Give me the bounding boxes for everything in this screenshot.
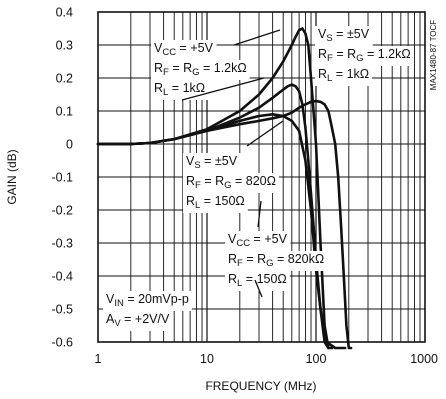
y-tick-label: -0.5 xyxy=(51,303,73,317)
y-tick-label: -0.4 xyxy=(51,270,73,284)
annotation-background xyxy=(183,153,241,173)
annotation-background xyxy=(103,291,192,311)
y-tick-label: 0.1 xyxy=(56,105,73,119)
annotation-line: RF = RG = 820kΩ xyxy=(228,252,324,269)
annotation-background xyxy=(315,66,373,86)
annotation-background xyxy=(151,60,250,80)
y-tick-label: 0.4 xyxy=(56,6,73,20)
annotation-backgrounds xyxy=(103,26,414,331)
annotation-background xyxy=(225,251,328,271)
annotation-line: VCC = +5V xyxy=(154,41,214,58)
annotation-line: RF = RG = 1.2kΩ xyxy=(154,61,247,78)
leader-line xyxy=(181,77,265,101)
annotation-background xyxy=(315,46,414,66)
plot-frame xyxy=(97,11,426,343)
y-tick-labels: 0.4 0.3 0.2 0.1 0 -0.1 -0.2 -0.3 -0.4 -0.5 -0.6 xyxy=(51,6,73,350)
annotation-background xyxy=(183,173,279,193)
y-tick-label: -0.6 xyxy=(51,336,73,350)
x-tick-label: 1000 xyxy=(410,352,438,366)
y-tick-label: 0.3 xyxy=(56,39,73,53)
y-tick-label: 0 xyxy=(66,138,73,152)
annotation-background xyxy=(103,311,173,331)
annotation-line: VCC = +5V xyxy=(228,232,288,249)
annotation-line: RL = 150Ω xyxy=(228,272,287,289)
watermark: MAX1480-87 TOCF xyxy=(429,20,438,91)
annotation-line: RL = 1kΩ xyxy=(318,67,369,84)
annotations: VCC = +5V RF = RG = 1.2kΩ RL = 1kΩ VS = ±5V… xyxy=(106,27,411,329)
annotation-line: VS = ±5V xyxy=(318,27,370,44)
annotation-background xyxy=(151,80,209,100)
annotation-background xyxy=(151,40,217,60)
leader-line xyxy=(233,29,281,46)
y-tick-label: -0.2 xyxy=(51,204,73,218)
x-tick-label: 1 xyxy=(95,352,102,366)
series-layer xyxy=(96,27,353,350)
annotation-line: VIN = 20mVp-p xyxy=(106,292,189,309)
series-line xyxy=(96,27,330,350)
annotation-line: RL = 1kΩ xyxy=(154,81,205,98)
leader-line xyxy=(254,279,263,298)
leader-lines xyxy=(181,29,284,298)
x-tick-label: 100 xyxy=(306,352,327,366)
x-axis-label: FREQUENCY (MHz) xyxy=(205,379,316,393)
annotation-background xyxy=(225,231,291,251)
y-tick-label: -0.3 xyxy=(51,237,73,251)
leader-line xyxy=(246,120,284,147)
annotation-background xyxy=(315,26,373,46)
annotation-background xyxy=(225,271,290,291)
annotation-line: RF = RG = 820Ω xyxy=(186,174,276,191)
series-line xyxy=(96,99,353,350)
y-tick-label: 0.2 xyxy=(56,72,73,86)
annotation-line: RL = 150Ω xyxy=(186,194,245,211)
annotation-line: VS = ±5V xyxy=(186,154,238,171)
leader-line xyxy=(257,200,262,228)
annotation-line: RF = RG = 1.2kΩ xyxy=(318,47,411,64)
annotation-line: AV = +2V/V xyxy=(106,312,170,329)
x-tick-label: 10 xyxy=(200,352,214,366)
y-axis-label: GAIN (dB) xyxy=(5,149,19,204)
y-tick-label: -0.1 xyxy=(51,171,73,185)
x-tick-labels: 1 10 100 1000 xyxy=(95,352,439,366)
annotation-background xyxy=(183,193,248,213)
